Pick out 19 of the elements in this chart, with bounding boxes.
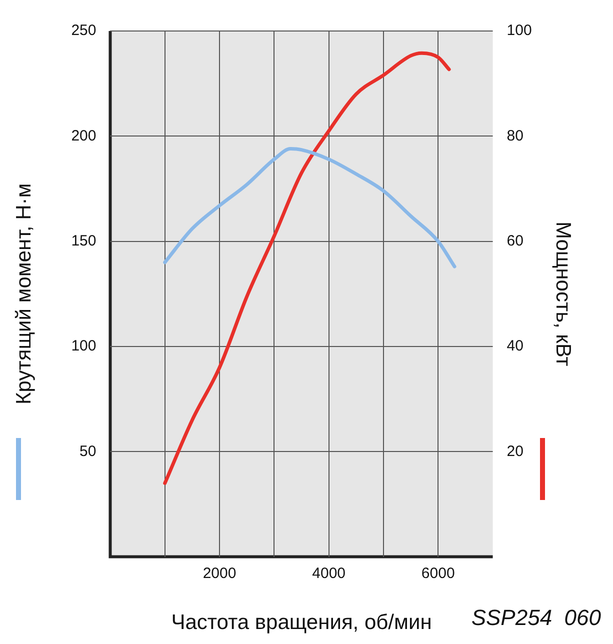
text: SSP254 060 bbox=[471, 605, 602, 630]
line-series bbox=[163, 147, 456, 268]
y2-tick-label: 60 bbox=[506, 232, 524, 250]
y2-axis-title: Мощность, кВт bbox=[552, 221, 575, 367]
y-tick-label: 100 bbox=[71, 338, 96, 355]
y-axis-title: Крутящий момент, Н·м bbox=[12, 183, 36, 404]
y2-tick-label: 40 bbox=[506, 338, 524, 355]
x-axis-title: Частота вращения, об/мин bbox=[171, 611, 432, 634]
y-tick-label: 250 bbox=[71, 22, 96, 40]
y2-tick-label: 100 bbox=[506, 22, 532, 40]
line-series bbox=[163, 51, 451, 485]
x-tick-label: 6000 bbox=[421, 564, 455, 582]
y-tick-label: 50 bbox=[80, 442, 96, 460]
y2-tick-label: 20 bbox=[506, 442, 524, 460]
x-tick-label: 4000 bbox=[312, 564, 346, 582]
y2-tick-label: 80 bbox=[506, 127, 524, 144]
y-tick-label: 200 bbox=[71, 127, 96, 144]
y-tick-label: 150 bbox=[71, 232, 96, 250]
x-tick-label: 2000 bbox=[202, 564, 236, 582]
